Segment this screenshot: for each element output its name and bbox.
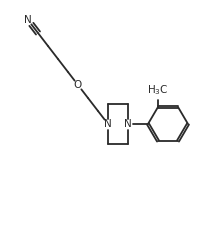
Text: N: N	[104, 119, 112, 129]
Text: H$_3$C: H$_3$C	[147, 83, 169, 97]
Text: O: O	[74, 80, 82, 90]
Text: N: N	[124, 119, 132, 129]
Text: N: N	[24, 15, 32, 25]
